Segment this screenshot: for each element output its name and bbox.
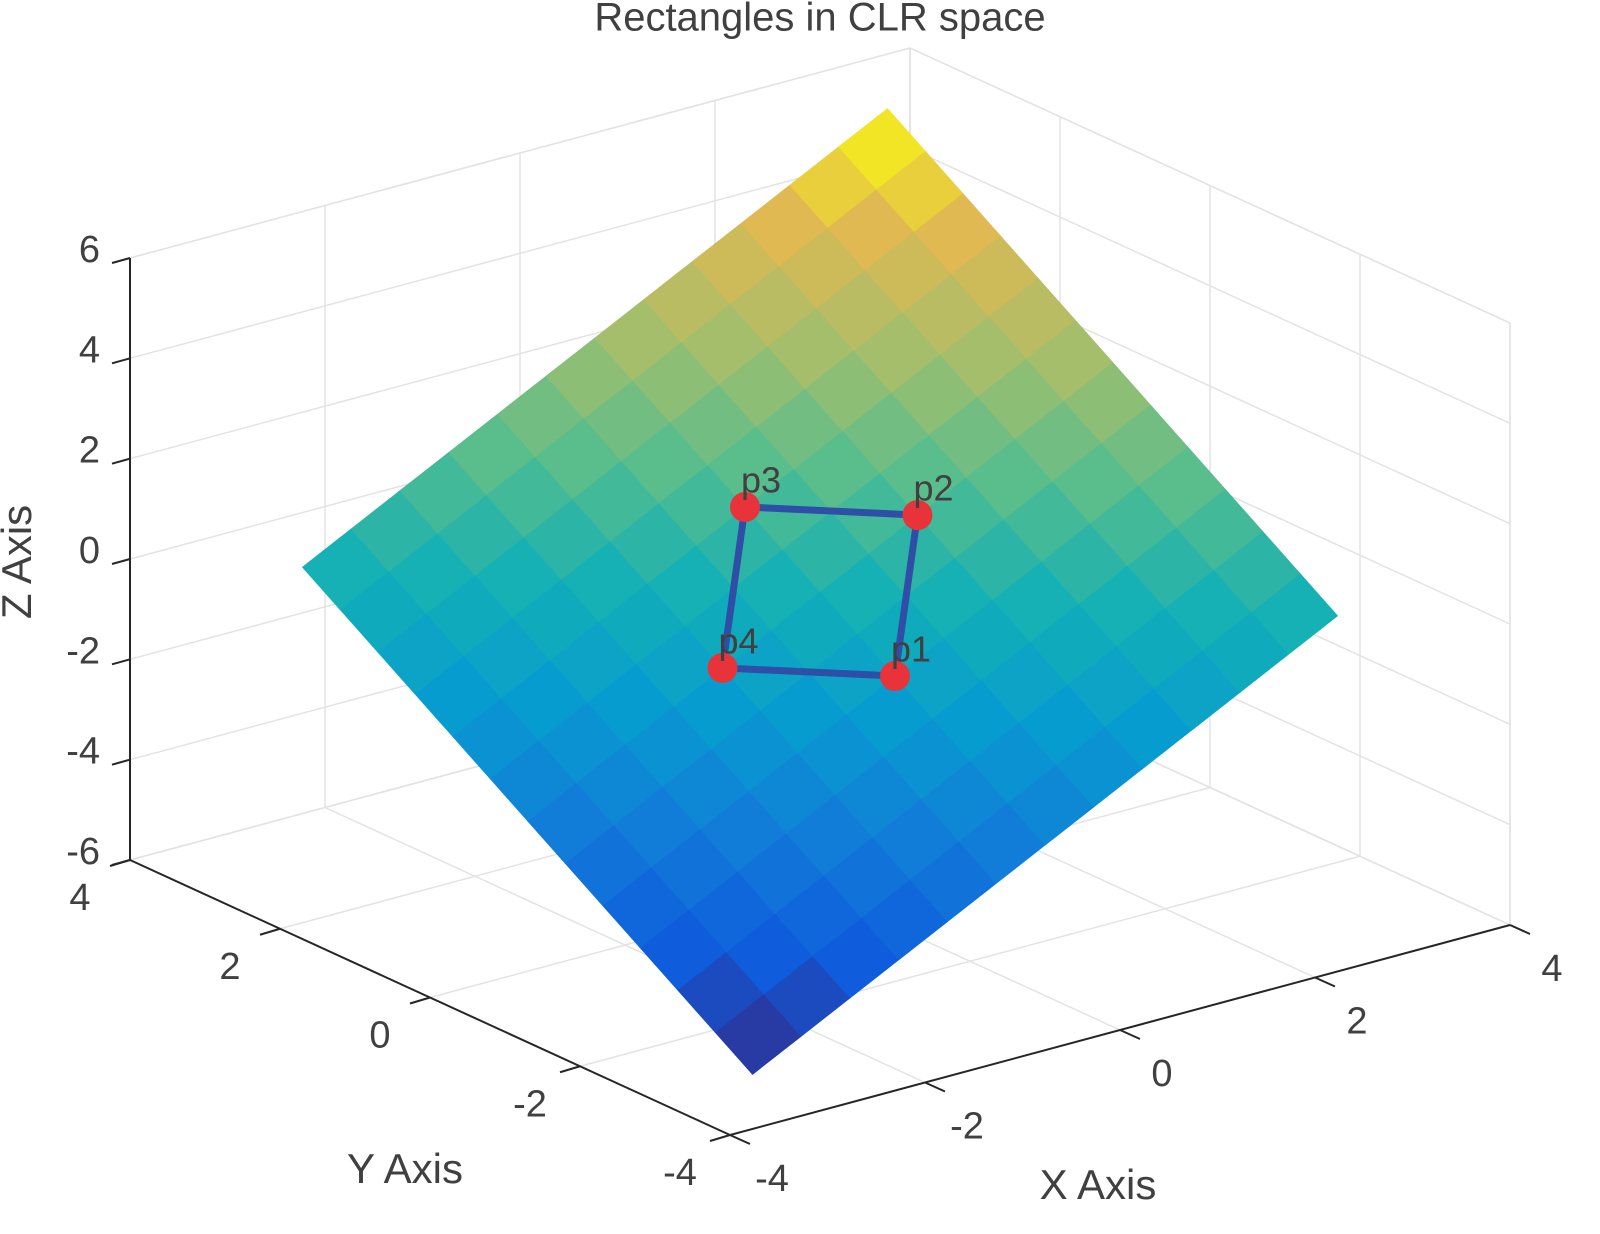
z-tick xyxy=(111,257,131,264)
x-tick-label: -2 xyxy=(950,1106,984,1148)
point-label: p4 xyxy=(719,620,759,661)
x-tick-label: 2 xyxy=(1346,1001,1367,1043)
point-label: p2 xyxy=(914,468,954,509)
z-tick xyxy=(111,357,131,365)
point-marker xyxy=(902,500,933,531)
z-tick xyxy=(111,457,131,465)
point-marker xyxy=(880,661,910,692)
x-tick xyxy=(1314,976,1336,988)
x-tick-label: 4 xyxy=(1541,948,1562,990)
y-axis-label: Y Axis xyxy=(347,1145,463,1192)
z-tick-label: -4 xyxy=(66,731,100,773)
point-label: p1 xyxy=(891,629,931,670)
z-tick xyxy=(111,558,131,565)
grid-line xyxy=(129,47,911,259)
point-label: p3 xyxy=(741,459,781,500)
grid-line xyxy=(909,47,1511,324)
y-tick xyxy=(409,996,431,1005)
z-tick xyxy=(111,658,131,666)
y-tick xyxy=(259,927,281,936)
grid-line xyxy=(579,855,1361,1067)
z-tick-label: -2 xyxy=(66,630,100,672)
x-tick xyxy=(924,1081,946,1093)
point-marker xyxy=(707,652,738,683)
z-tick-label: 4 xyxy=(79,329,100,371)
y-tick-label: 2 xyxy=(219,946,240,988)
z-tick-label: 6 xyxy=(79,229,100,271)
x-tick-label: -4 xyxy=(755,1158,789,1200)
rectangle-edge xyxy=(719,506,749,669)
z-tick-label: -6 xyxy=(66,831,100,873)
x-tick xyxy=(1119,1029,1141,1040)
z-tick-label: 0 xyxy=(79,530,100,572)
grid-line xyxy=(129,147,911,360)
point-marker xyxy=(730,491,760,522)
surface-cell xyxy=(838,108,926,190)
rectangle-edge xyxy=(891,514,921,677)
z-tick-label: 2 xyxy=(79,430,100,472)
y-tick-label: -2 xyxy=(513,1083,547,1125)
z-tick xyxy=(111,758,131,766)
z-tick xyxy=(111,859,131,866)
y-tick-label: 4 xyxy=(69,877,90,919)
y-tick xyxy=(559,1065,581,1074)
rectangle-edge xyxy=(722,664,896,680)
rectangle-edge xyxy=(744,503,918,519)
z-axis-label: Z Axis xyxy=(0,505,40,619)
x-tick-label: 0 xyxy=(1151,1053,1172,1095)
x-tick xyxy=(1509,924,1531,935)
y-tick xyxy=(709,1134,731,1142)
x-axis-label: X Axis xyxy=(1040,1161,1157,1208)
grid-line xyxy=(909,147,1511,425)
chart-title: Rectangles in CLR space xyxy=(594,0,1045,40)
x-tick xyxy=(729,1134,751,1145)
y-tick-label: 0 xyxy=(369,1015,390,1057)
y-tick-label: -4 xyxy=(663,1152,697,1194)
